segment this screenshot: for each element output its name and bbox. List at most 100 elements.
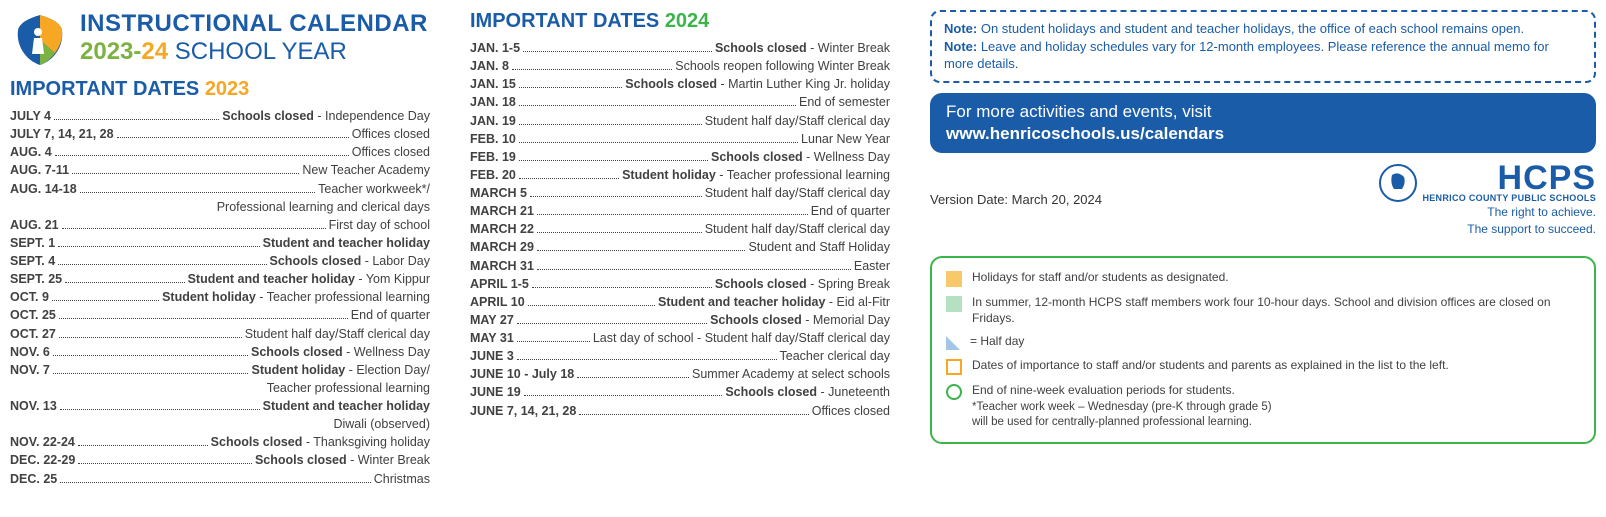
date-desc: Student half day/Staff clerical day (705, 184, 890, 202)
date-desc: Last day of school - Student half day/St… (593, 329, 890, 347)
date-desc: End of quarter (351, 306, 430, 324)
date-label: JUNE 19 (470, 383, 521, 401)
legend-footnote-1: *Teacher work week – Wednesday (pre-K th… (972, 400, 1580, 415)
link-url: www.henricoschools.us/calendars (946, 123, 1580, 145)
date-desc: Schools closed - Winter Break (715, 39, 890, 57)
date-row: SEPT. 1 Student and teacher holiday (10, 234, 430, 252)
date-label: JULY 4 (10, 107, 51, 125)
date-desc: Teacher workweek*/ (318, 180, 430, 198)
date-row: JUNE 19 Schools closed - Juneteenth (470, 383, 890, 401)
date-label: JAN. 18 (470, 93, 516, 111)
legend-row: Holidays for staff and/or students as de… (946, 270, 1580, 287)
date-label: AUG. 7-11 (10, 161, 69, 179)
legend-text: = Half day (970, 334, 1580, 350)
date-row: OCT. 27 Student half day/Staff clerical … (10, 325, 430, 343)
year-2023: 2023 (80, 38, 133, 65)
date-row: SEPT. 25 Student and teacher holiday - Y… (10, 270, 430, 288)
column-2023: INSTRUCTIONAL CALENDAR 2023-24 SCHOOL YE… (10, 10, 430, 507)
date-row: SEPT. 4 Schools closed - Labor Day (10, 252, 430, 270)
date-desc: Christmas (374, 470, 430, 488)
date-label: NOV. 13 (10, 397, 57, 415)
date-label: FEB. 10 (470, 130, 516, 148)
date-desc: Student and teacher holiday - Yom Kippur (188, 270, 430, 288)
hcps-tagline-1: The right to achieve. (1378, 205, 1596, 219)
date-desc: Offices closed (812, 402, 890, 420)
date-row: DEC. 25 Christmas (10, 470, 430, 488)
date-desc: Student half day/Staff clerical day (245, 325, 430, 343)
date-desc: Offices closed (352, 143, 430, 161)
date-desc: Student and teacher holiday (263, 397, 430, 415)
date-label: DEC. 25 (10, 470, 57, 488)
date-desc: Student holiday - Election Day/ (251, 361, 430, 379)
legend-row: In summer, 12-month HCPS staff members w… (946, 295, 1580, 326)
date-label: MARCH 31 (470, 257, 534, 275)
date-desc: Student holiday - Teacher professional l… (622, 166, 890, 184)
date-label: AUG. 14-18 (10, 180, 77, 198)
legend-swatch (946, 359, 962, 375)
column-info: Note: On student holidays and student an… (930, 10, 1596, 507)
date-desc: Student half day/Staff clerical day (705, 112, 890, 130)
date-label: OCT. 9 (10, 288, 49, 306)
date-desc: Schools closed - Thanksgiving holiday (211, 433, 430, 451)
section-title-2023: IMPORTANT DATES 2023 (10, 78, 430, 101)
legend-text: Holidays for staff and/or students as de… (972, 270, 1580, 286)
legend-row: End of nine-week evaluation periods for … (946, 383, 1580, 400)
date-row: MARCH 31 Easter (470, 257, 890, 275)
year-2023-heading: 2023 (205, 78, 250, 100)
school-year-label: SCHOOL YEAR (168, 38, 347, 65)
legend-text: Dates of importance to staff and/or stud… (972, 358, 1580, 374)
date-desc-cont: Diwali (observed) (10, 415, 430, 433)
date-desc: Student and teacher holiday - Eid al-Fit… (658, 293, 890, 311)
date-label: OCT. 25 (10, 306, 56, 324)
date-row: NOV. 22-24 Schools closed - Thanksgiving… (10, 433, 430, 451)
date-desc: Schools closed - Spring Break (715, 275, 890, 293)
date-row: JAN. 8 Schools reopen following Winter B… (470, 57, 890, 75)
date-desc: Schools closed - Juneteenth (725, 383, 890, 401)
date-label: SEPT. 1 (10, 234, 55, 252)
version-date: Version Date: March 20, 2024 (930, 192, 1102, 207)
date-label: MAY 31 (470, 329, 514, 347)
legend-swatch (946, 384, 962, 400)
date-desc: Easter (854, 257, 890, 275)
date-desc: Schools closed - Independence Day (222, 107, 430, 125)
date-row: FEB. 20 Student holiday - Teacher profes… (470, 166, 890, 184)
column-2024: IMPORTANT DATES 2024 JAN. 1-5 Schools cl… (470, 10, 890, 507)
date-desc: End of semester (799, 93, 890, 111)
date-desc: Schools closed - Labor Day (270, 252, 430, 270)
date-desc: Offices closed (352, 125, 430, 143)
date-row: JUNE 7, 14, 21, 28 Offices closed (470, 402, 890, 420)
date-desc: Student and teacher holiday (263, 234, 430, 252)
legend-swatch (946, 271, 962, 287)
date-desc: End of quarter (811, 202, 890, 220)
date-row: FEB. 10 Lunar New Year (470, 130, 890, 148)
date-desc: Schools reopen following Winter Break (675, 57, 890, 75)
legend-footnote-2: will be used for centrally-planned profe… (972, 415, 1580, 430)
link-box: For more activities and events, visit ww… (930, 93, 1596, 153)
date-label: APRIL 10 (470, 293, 525, 311)
date-row: MAY 31 Last day of school - Student half… (470, 329, 890, 347)
date-desc: Schools closed - Wellness Day (251, 343, 430, 361)
date-label: JAN. 19 (470, 112, 516, 130)
date-row: MARCH 21 End of quarter (470, 202, 890, 220)
date-row: MARCH 5 Student half day/Staff clerical … (470, 184, 890, 202)
date-label: JAN. 15 (470, 75, 516, 93)
date-desc: New Teacher Academy (302, 161, 430, 179)
date-row: JAN. 19 Student half day/Staff clerical … (470, 112, 890, 130)
date-label: MARCH 29 (470, 238, 534, 256)
date-desc: Student half day/Staff clerical day (705, 220, 890, 238)
date-label: JAN. 1-5 (470, 39, 520, 57)
date-label: OCT. 27 (10, 325, 56, 343)
section-title-2024: IMPORTANT DATES 2024 (470, 10, 890, 33)
date-label: NOV. 6 (10, 343, 50, 361)
date-label: JULY 7, 14, 21, 28 (10, 125, 114, 143)
dates-list-2023: JULY 4 Schools closed - Independence Day… (10, 107, 430, 488)
date-desc: Summer Academy at select schools (692, 365, 890, 383)
date-desc: Schools closed - Wellness Day (711, 148, 890, 166)
hcps-head-icon (1378, 163, 1418, 203)
link-line1: For more activities and events, visit (946, 101, 1580, 123)
date-label: SEPT. 4 (10, 252, 55, 270)
date-desc: Lunar New Year (801, 130, 890, 148)
date-row: MARCH 22 Student half day/Staff clerical… (470, 220, 890, 238)
date-row: AUG. 14-18 Teacher workweek*/ (10, 180, 430, 198)
date-row: JUNE 10 - July 18 Summer Academy at sele… (470, 365, 890, 383)
